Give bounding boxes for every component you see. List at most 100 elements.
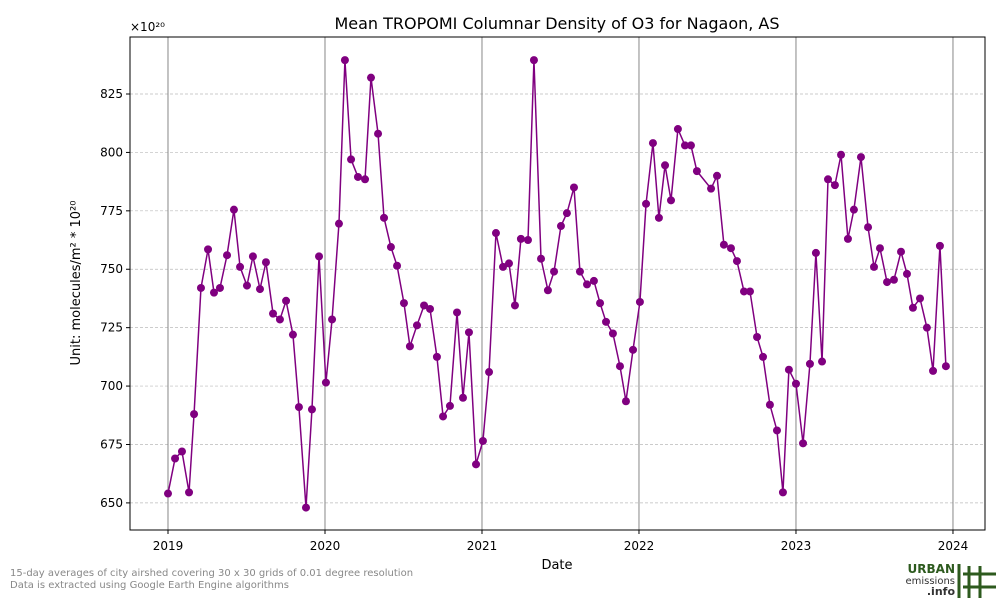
data-point bbox=[177, 447, 186, 456]
data-point bbox=[223, 251, 232, 260]
data-point bbox=[196, 283, 205, 292]
data-point bbox=[334, 219, 343, 228]
data-point bbox=[464, 328, 473, 337]
data-point bbox=[562, 209, 571, 218]
data-point bbox=[575, 267, 584, 276]
data-point bbox=[772, 426, 781, 435]
data-point bbox=[472, 460, 481, 469]
data-point bbox=[321, 378, 330, 387]
data-point bbox=[491, 229, 500, 238]
y-tick-label: 800 bbox=[100, 145, 123, 159]
data-point bbox=[399, 299, 408, 308]
data-point bbox=[288, 330, 297, 339]
data-point bbox=[301, 503, 310, 512]
data-point bbox=[929, 366, 938, 375]
data-point bbox=[830, 181, 839, 190]
y-axis-label: Unit: molecules/m² * 10²⁰ bbox=[69, 201, 84, 366]
data-point bbox=[897, 247, 906, 256]
data-point bbox=[236, 262, 245, 271]
data-point bbox=[307, 405, 316, 414]
footnote: Data is extracted using Google Earth Eng… bbox=[10, 580, 289, 591]
data-point bbox=[589, 276, 598, 285]
data-point bbox=[426, 304, 435, 313]
data-point bbox=[778, 488, 787, 497]
data-point bbox=[799, 439, 808, 448]
data-point bbox=[732, 257, 741, 266]
data-point bbox=[740, 287, 749, 296]
data-point bbox=[209, 288, 218, 297]
data-point bbox=[458, 393, 467, 402]
data-point bbox=[602, 317, 611, 326]
data-point bbox=[673, 125, 682, 134]
data-point bbox=[843, 234, 852, 243]
data-point bbox=[875, 244, 884, 253]
data-point bbox=[837, 150, 846, 159]
data-point bbox=[811, 248, 820, 257]
x-tick-label: 2019 bbox=[153, 539, 184, 553]
data-point bbox=[648, 139, 657, 148]
data-point bbox=[824, 175, 833, 184]
data-point bbox=[941, 362, 950, 371]
data-point bbox=[726, 244, 735, 253]
y-tick-label: 650 bbox=[100, 496, 123, 510]
data-point bbox=[499, 262, 508, 271]
data-point bbox=[510, 301, 519, 310]
data-point bbox=[380, 213, 389, 222]
y-offset-label: ×10²⁰ bbox=[130, 20, 165, 34]
data-point bbox=[856, 153, 865, 162]
data-point bbox=[550, 267, 559, 276]
data-point bbox=[922, 323, 931, 332]
logo-icon bbox=[957, 564, 996, 598]
data-point bbox=[386, 243, 395, 252]
data-point bbox=[261, 258, 270, 267]
data-point bbox=[667, 196, 676, 205]
data-point bbox=[864, 223, 873, 232]
data-point bbox=[629, 345, 638, 354]
data-point bbox=[608, 329, 617, 338]
data-point bbox=[185, 488, 194, 497]
data-point bbox=[916, 294, 925, 303]
data-point bbox=[255, 285, 264, 294]
data-point bbox=[347, 155, 356, 164]
data-point bbox=[849, 205, 858, 214]
x-tick-label: 2021 bbox=[467, 539, 498, 553]
data-point bbox=[412, 321, 421, 330]
data-point bbox=[784, 365, 793, 374]
data-point bbox=[432, 352, 441, 361]
data-point bbox=[485, 368, 494, 377]
data-point bbox=[889, 275, 898, 284]
logo-text: URBAN bbox=[908, 562, 955, 576]
data-point bbox=[680, 141, 689, 150]
data-point bbox=[229, 205, 238, 214]
data-point bbox=[818, 357, 827, 366]
data-point bbox=[791, 379, 800, 388]
y-tick-label: 725 bbox=[100, 321, 123, 335]
data-point bbox=[361, 175, 370, 184]
data-point bbox=[569, 183, 578, 192]
x-axis-label: Date bbox=[541, 558, 572, 573]
logo-text: .info bbox=[927, 585, 956, 598]
data-point bbox=[686, 141, 695, 150]
data-point bbox=[163, 489, 172, 498]
data-point bbox=[615, 362, 624, 371]
data-point bbox=[393, 261, 402, 270]
data-point bbox=[439, 412, 448, 421]
data-point bbox=[883, 278, 892, 287]
data-point bbox=[745, 287, 754, 296]
data-point bbox=[556, 222, 565, 231]
data-point bbox=[642, 199, 651, 208]
y-tick-label: 750 bbox=[100, 262, 123, 276]
data-point bbox=[870, 262, 879, 271]
data-point bbox=[635, 297, 644, 306]
data-point bbox=[805, 359, 814, 368]
y-tick-label: 675 bbox=[100, 437, 123, 451]
x-tick-label: 2024 bbox=[938, 539, 969, 553]
data-point bbox=[707, 184, 716, 193]
footnote: 15-day averages of city airshed covering… bbox=[10, 568, 413, 579]
data-point bbox=[242, 281, 251, 290]
data-point bbox=[908, 303, 917, 312]
data-point bbox=[529, 56, 538, 65]
data-point bbox=[621, 397, 630, 406]
x-tick-label: 2022 bbox=[624, 539, 655, 553]
data-point bbox=[543, 286, 552, 295]
